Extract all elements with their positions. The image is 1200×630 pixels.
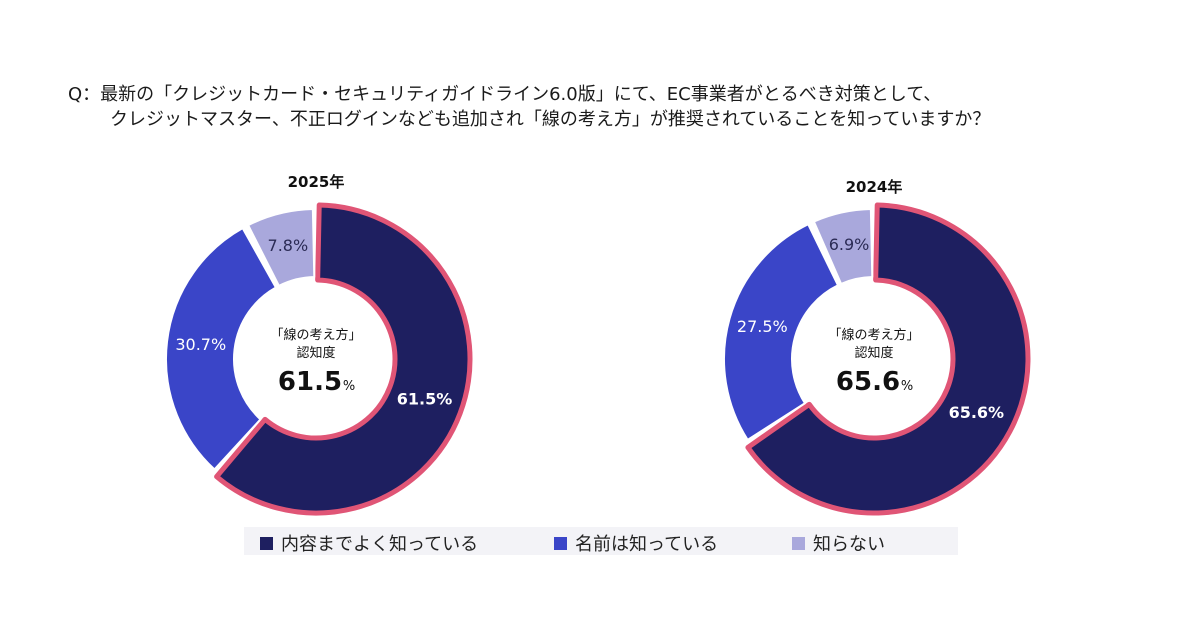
question-line-1: Q：最新の「クレジットカード・セキュリティガイドライン6.0版」にて、EC事業者… <box>68 84 942 105</box>
value-label-dont-know: 7.8% <box>268 236 309 255</box>
question-line-2: クレジットマスター、不正ログインなども追加され「線の考え方」が推奨されていること… <box>110 109 991 130</box>
value-label-dont-know: 6.9% <box>829 235 870 254</box>
legend-swatch <box>792 536 805 550</box>
legend-item-dont-know: 知らない <box>792 530 885 556</box>
slice-know-name <box>723 223 840 441</box>
center-value: 61.5 <box>278 367 342 397</box>
legend-item-know-name: 名前は知っている <box>554 530 718 556</box>
slice-know-name <box>165 227 277 471</box>
value-label-know-name: 27.5% <box>737 317 788 336</box>
center-caption: 「線の考え方」 <box>828 327 919 343</box>
chart-title: 2024年 <box>846 178 903 196</box>
legend-label: 知らない <box>813 534 885 555</box>
center-unit: % <box>901 379 913 394</box>
slice-know-contents <box>745 202 1031 516</box>
center-caption: 「線の考え方」 <box>270 327 361 343</box>
legend-label: 内容までよく知っている <box>281 534 479 555</box>
legend-label: 名前は知っている <box>575 534 719 555</box>
donut-chart-0: 2025年 61.5% 30.7% 7.8% 「線の考え方」認知度 61.5% <box>165 173 473 516</box>
slice-dont-know <box>247 208 316 287</box>
value-label-know-name: 30.7% <box>175 335 226 354</box>
slice-know-contents <box>214 202 473 516</box>
chart-title: 2025年 <box>288 173 345 191</box>
legend-item-know-contents: 内容までよく知っている <box>260 530 478 556</box>
center-subcaption: 認知度 <box>296 345 335 361</box>
center-value: 65.6 <box>836 367 900 397</box>
value-label-know-contents: 65.6% <box>949 403 1005 422</box>
legend-swatch <box>260 536 273 550</box>
center-unit: % <box>343 379 355 394</box>
legend: 内容までよく知っている 名前は知っている 知らない <box>244 527 958 555</box>
legend-swatch <box>554 536 567 550</box>
donut-chart-1: 2024年 65.6% 27.5% 6.9% 「線の考え方」認知度 65.6% <box>723 178 1031 516</box>
value-label-know-contents: 61.5% <box>397 390 453 409</box>
slice-dont-know <box>812 208 874 285</box>
center-subcaption: 認知度 <box>854 345 893 361</box>
